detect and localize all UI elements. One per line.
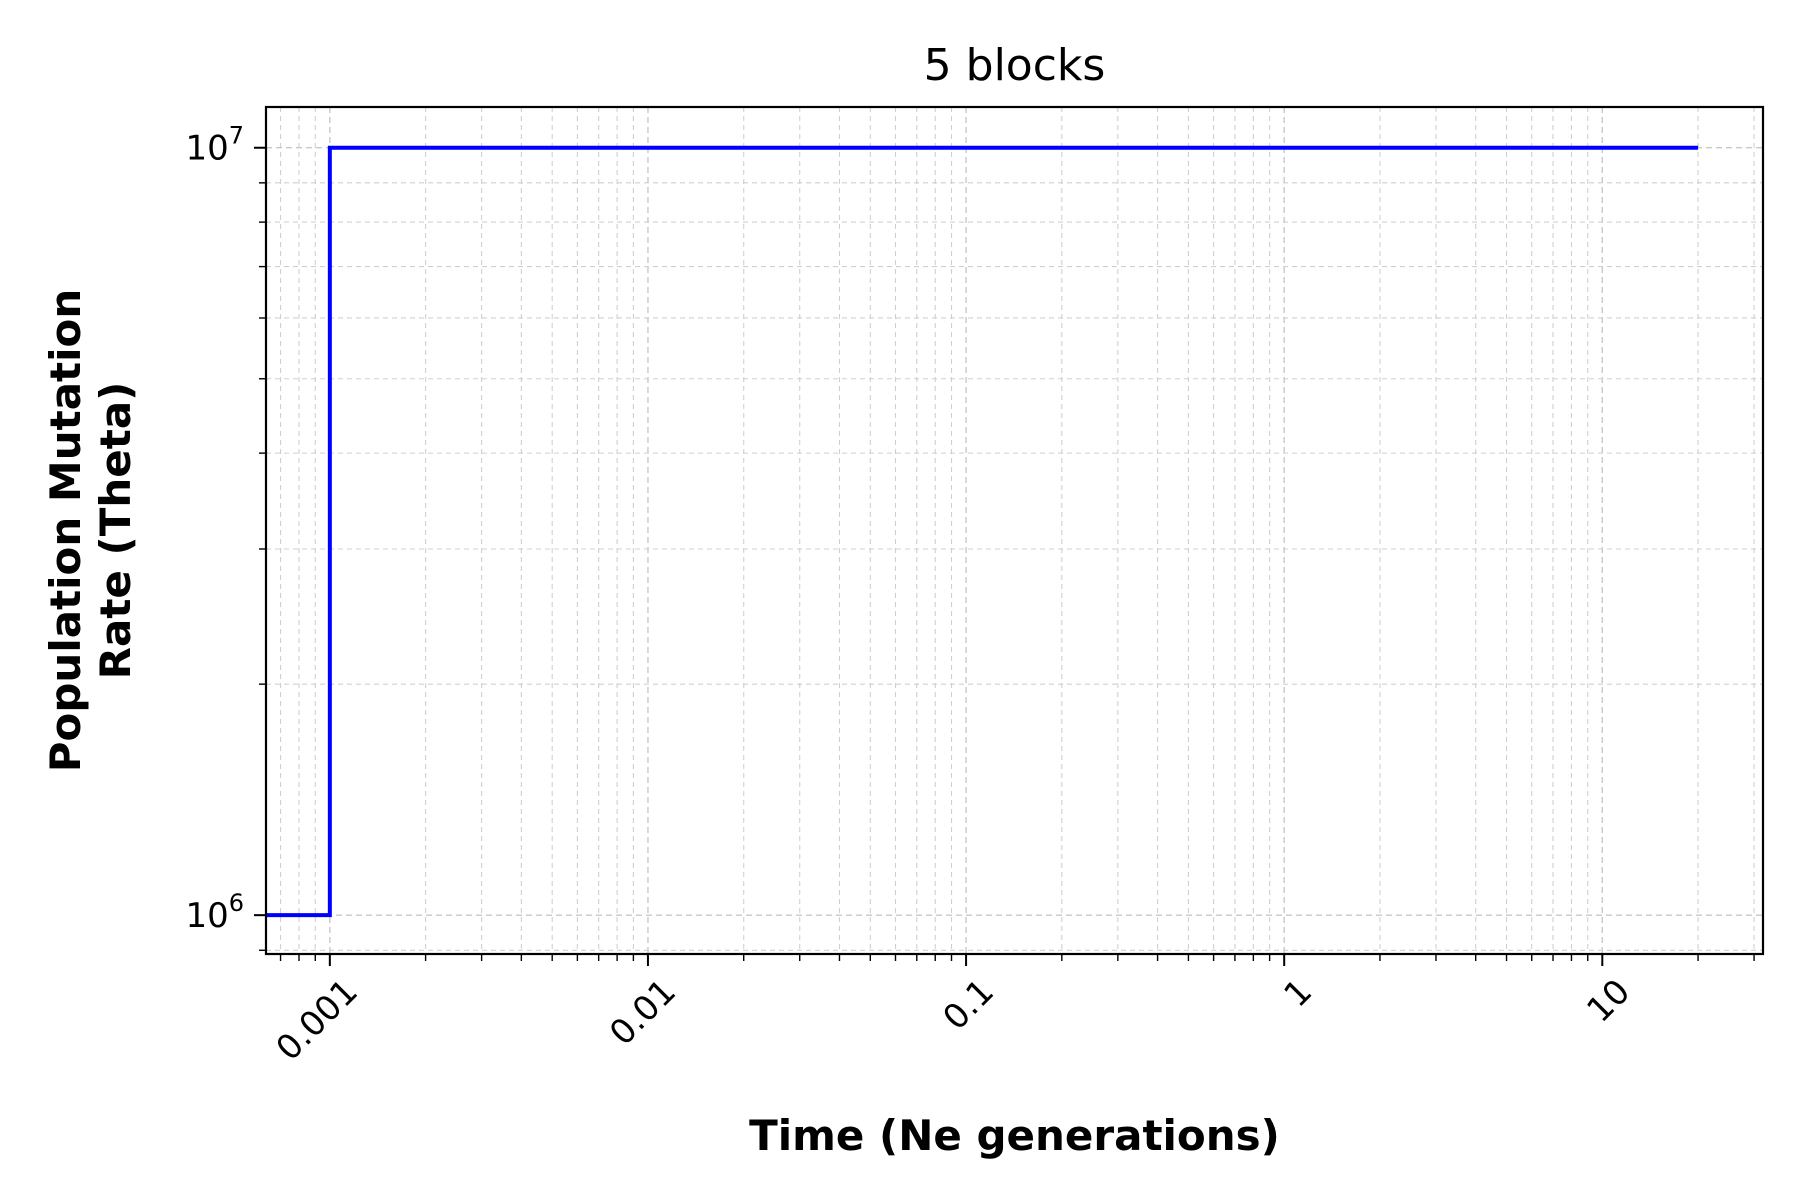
x-tick-label: 0.001: [269, 972, 366, 1069]
x-tick-label: 10: [1579, 972, 1638, 1031]
y-tick-label: 106: [185, 889, 244, 936]
y-axis-label-line-2: Rate (Theta): [91, 382, 140, 680]
tick-labels: 0.001 0.01 0.1 1 10 106 107: [185, 122, 1638, 1069]
grid: [266, 107, 1763, 954]
series-layer: [266, 145, 1699, 918]
x-axis-label: Time (Ne generations): [749, 1111, 1280, 1160]
y-axis-label: Population Mutation Rate (Theta): [41, 289, 140, 773]
y-tick-label: 107: [185, 122, 244, 169]
plot-frame: [264, 105, 1765, 956]
x-tick-label: 0.1: [935, 972, 1002, 1039]
x-tick-label: 0.01: [602, 972, 684, 1054]
x-tick-label: 1: [1276, 972, 1320, 1016]
axis-ticks: [254, 146, 1755, 966]
series-line: [266, 145, 1699, 918]
chart-title: 5 blocks: [924, 40, 1106, 91]
y-axis-label-line-1: Population Mutation: [41, 289, 90, 773]
